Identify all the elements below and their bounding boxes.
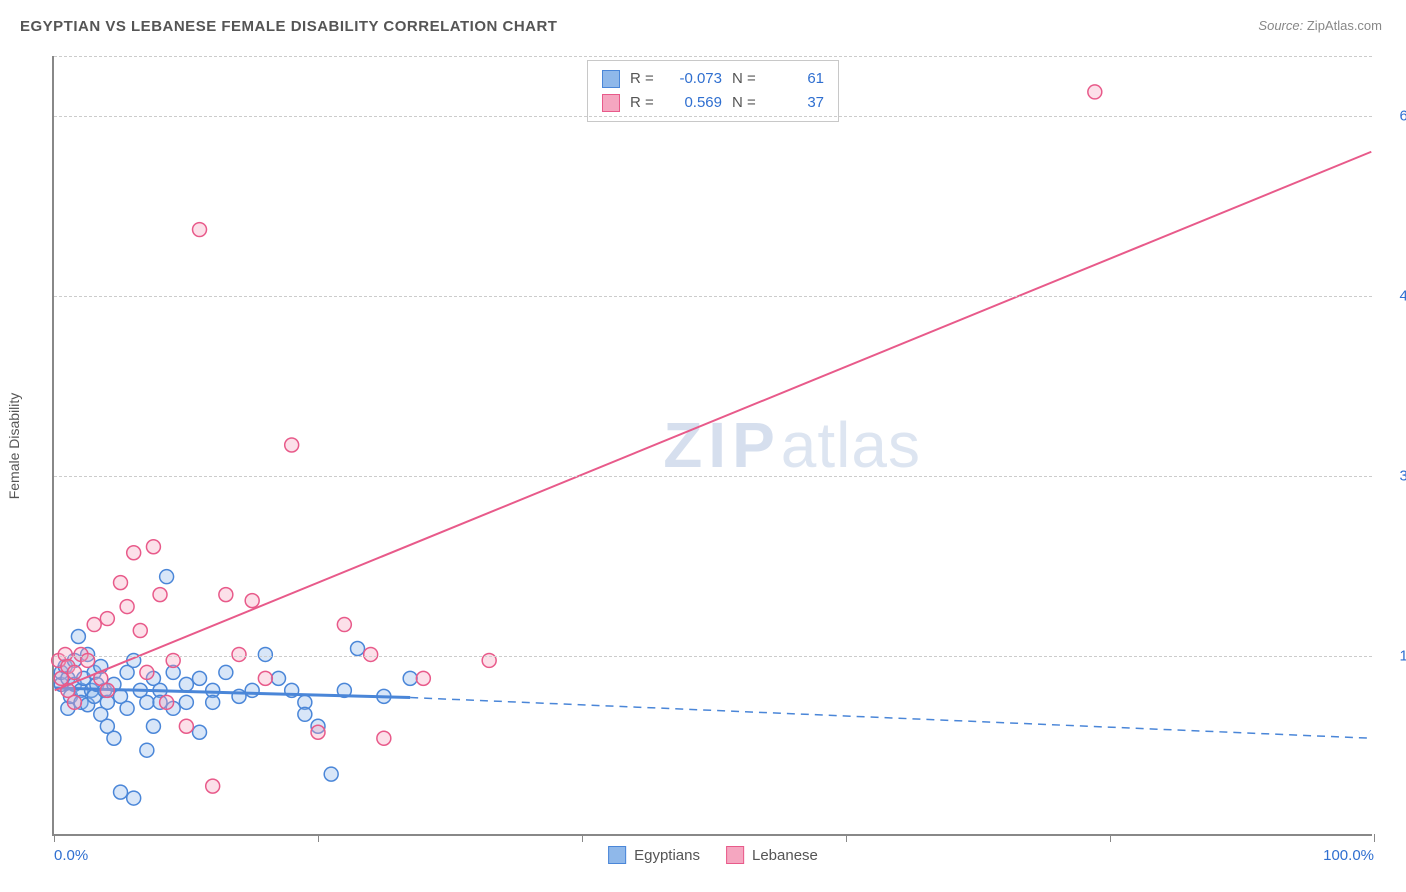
data-point-lebanese bbox=[114, 576, 128, 590]
data-point-egyptians bbox=[146, 719, 160, 733]
chart-title: EGYPTIAN VS LEBANESE FEMALE DISABILITY C… bbox=[20, 18, 557, 35]
x-tick-label: 0.0% bbox=[54, 847, 88, 864]
data-point-lebanese bbox=[416, 671, 430, 685]
n-label: N = bbox=[732, 91, 758, 115]
data-point-lebanese bbox=[285, 438, 299, 452]
source-name: ZipAtlas.com bbox=[1307, 18, 1382, 33]
data-point-lebanese bbox=[1088, 85, 1102, 99]
data-point-egyptians bbox=[179, 677, 193, 691]
r-value-lebanese: 0.569 bbox=[666, 91, 722, 115]
data-point-egyptians bbox=[140, 695, 154, 709]
gridline-h bbox=[54, 476, 1372, 477]
trendline-dashed-egyptians bbox=[410, 698, 1371, 739]
swatch-lebanese bbox=[726, 846, 744, 864]
data-point-lebanese bbox=[67, 665, 81, 679]
data-point-lebanese bbox=[245, 594, 259, 608]
data-point-lebanese bbox=[193, 223, 207, 237]
data-point-lebanese bbox=[377, 731, 391, 745]
legend-item-egyptians: Egyptians bbox=[608, 846, 700, 864]
data-point-lebanese bbox=[160, 695, 174, 709]
y-tick-label: 15.0% bbox=[1382, 648, 1406, 665]
legend-item-lebanese: Lebanese bbox=[726, 846, 818, 864]
swatch-egyptians bbox=[608, 846, 626, 864]
x-tick bbox=[318, 834, 319, 842]
source-attribution: Source: ZipAtlas.com bbox=[1258, 18, 1382, 33]
data-point-egyptians bbox=[120, 701, 134, 715]
data-point-egyptians bbox=[140, 743, 154, 757]
data-point-lebanese bbox=[219, 588, 233, 602]
y-tick-label: 60.0% bbox=[1382, 108, 1406, 125]
n-label: N = bbox=[732, 67, 758, 91]
data-point-lebanese bbox=[146, 540, 160, 554]
r-label: R = bbox=[630, 67, 656, 91]
data-point-lebanese bbox=[206, 779, 220, 793]
data-point-egyptians bbox=[324, 767, 338, 781]
gridline-h bbox=[54, 296, 1372, 297]
y-axis-label: Female Disability bbox=[6, 393, 22, 500]
data-point-egyptians bbox=[219, 665, 233, 679]
data-point-egyptians bbox=[351, 641, 365, 655]
data-point-egyptians bbox=[160, 570, 174, 584]
data-point-egyptians bbox=[245, 683, 259, 697]
legend-label-egyptians: Egyptians bbox=[634, 847, 700, 864]
data-point-lebanese bbox=[100, 612, 114, 626]
data-point-lebanese bbox=[311, 725, 325, 739]
data-point-egyptians bbox=[179, 695, 193, 709]
data-point-lebanese bbox=[127, 546, 141, 560]
data-point-lebanese bbox=[133, 624, 147, 638]
y-tick-label: 30.0% bbox=[1382, 468, 1406, 485]
x-tick-label: 100.0% bbox=[1323, 847, 1374, 864]
data-point-egyptians bbox=[258, 647, 272, 661]
data-point-lebanese bbox=[153, 588, 167, 602]
data-point-egyptians bbox=[298, 707, 312, 721]
x-tick bbox=[582, 834, 583, 842]
data-point-lebanese bbox=[67, 695, 81, 709]
swatch-lebanese bbox=[602, 94, 620, 112]
legend-row-egyptians: R = -0.073 N = 61 bbox=[602, 67, 824, 91]
gridline-h bbox=[54, 56, 1372, 57]
data-point-lebanese bbox=[120, 600, 134, 614]
data-point-lebanese bbox=[87, 618, 101, 632]
data-point-egyptians bbox=[127, 791, 141, 805]
gridline-h bbox=[54, 656, 1372, 657]
trendline-lebanese bbox=[55, 152, 1372, 691]
data-point-egyptians bbox=[206, 695, 220, 709]
plot-area: ZIPatlas R = -0.073 N = 61 R = 0.569 N =… bbox=[52, 56, 1372, 836]
data-point-lebanese bbox=[232, 647, 246, 661]
swatch-egyptians bbox=[602, 70, 620, 88]
x-tick bbox=[1110, 834, 1111, 842]
data-point-egyptians bbox=[71, 630, 85, 644]
plot-svg bbox=[54, 56, 1372, 834]
data-point-egyptians bbox=[107, 731, 121, 745]
data-point-egyptians bbox=[193, 725, 207, 739]
data-point-lebanese bbox=[337, 618, 351, 632]
data-point-lebanese bbox=[179, 719, 193, 733]
legend-series: Egyptians Lebanese bbox=[608, 846, 818, 864]
r-value-egyptians: -0.073 bbox=[666, 67, 722, 91]
data-point-lebanese bbox=[140, 665, 154, 679]
legend-correlation-box: R = -0.073 N = 61 R = 0.569 N = 37 bbox=[587, 60, 839, 122]
x-tick bbox=[1374, 834, 1375, 842]
data-point-egyptians bbox=[193, 671, 207, 685]
data-point-egyptians bbox=[272, 671, 286, 685]
x-tick bbox=[846, 834, 847, 842]
legend-label-lebanese: Lebanese bbox=[752, 847, 818, 864]
gridline-h bbox=[54, 116, 1372, 117]
data-point-egyptians bbox=[114, 785, 128, 799]
y-tick-label: 45.0% bbox=[1382, 288, 1406, 305]
data-point-egyptians bbox=[403, 671, 417, 685]
n-value-egyptians: 61 bbox=[768, 67, 824, 91]
r-label: R = bbox=[630, 91, 656, 115]
x-tick bbox=[54, 834, 55, 842]
legend-row-lebanese: R = 0.569 N = 37 bbox=[602, 91, 824, 115]
n-value-lebanese: 37 bbox=[768, 91, 824, 115]
data-point-lebanese bbox=[258, 671, 272, 685]
data-point-lebanese bbox=[100, 683, 114, 697]
data-point-lebanese bbox=[364, 647, 378, 661]
source-label: Source: bbox=[1258, 18, 1303, 33]
